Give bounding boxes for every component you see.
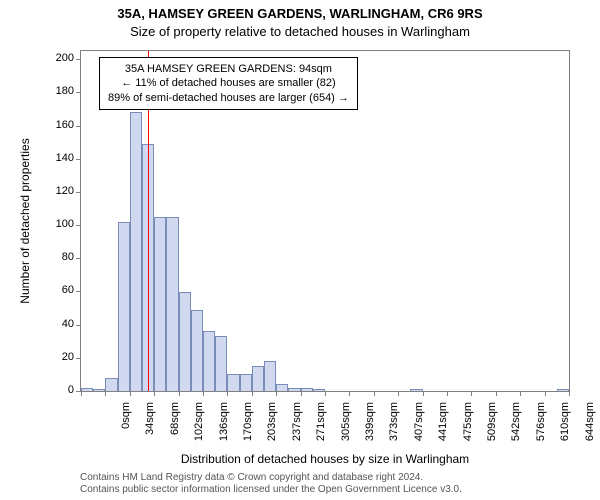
- histogram-bar: [288, 388, 300, 391]
- xtick-line: [545, 391, 546, 396]
- ytick-line: [76, 59, 81, 60]
- xtick-label: 102sqm: [193, 402, 205, 452]
- histogram-bar: [130, 112, 142, 391]
- ytick-label: 0: [68, 384, 74, 396]
- histogram-bar: [252, 366, 264, 391]
- histogram-bar: [105, 378, 117, 391]
- ytick-label: 80: [62, 251, 74, 263]
- ytick-label: 200: [56, 52, 74, 64]
- xtick-line: [301, 391, 302, 396]
- xtick-line: [325, 391, 326, 396]
- xtick-label: 407sqm: [413, 402, 425, 452]
- xtick-label: 68sqm: [169, 402, 181, 452]
- histogram-bar: [557, 389, 569, 391]
- xtick-line: [398, 391, 399, 396]
- xtick-line: [203, 391, 204, 396]
- figure: 35A, HAMSEY GREEN GARDENS, WARLINGHAM, C…: [0, 0, 600, 500]
- ytick-label: 20: [62, 351, 74, 363]
- info-box: 35A HAMSEY GREEN GARDENS: 94sqm← 11% of …: [99, 57, 358, 110]
- plot-area: 35A HAMSEY GREEN GARDENS: 94sqm← 11% of …: [80, 50, 570, 392]
- histogram-bar: [179, 292, 191, 392]
- footer-line2: Contains public sector information licen…: [80, 484, 462, 496]
- x-axis-label: Distribution of detached houses by size …: [80, 452, 570, 466]
- xtick-line: [496, 391, 497, 396]
- ytick-label: 180: [56, 85, 74, 97]
- xtick-line: [471, 391, 472, 396]
- histogram-bar: [410, 389, 422, 391]
- ytick-line: [76, 225, 81, 226]
- xtick-line: [520, 391, 521, 396]
- ytick-line: [76, 358, 81, 359]
- xtick-label: 644sqm: [584, 402, 596, 452]
- ytick-line: [76, 192, 81, 193]
- ytick-line: [76, 325, 81, 326]
- ytick-label: 40: [62, 318, 74, 330]
- xtick-line: [154, 391, 155, 396]
- y-axis-label: Number of detached properties: [18, 50, 38, 392]
- ytick-line: [76, 291, 81, 292]
- xtick-label: 0sqm: [120, 402, 132, 452]
- xtick-label: 271sqm: [315, 402, 327, 452]
- xtick-label: 305sqm: [340, 402, 352, 452]
- xtick-label: 34sqm: [144, 402, 156, 452]
- xtick-line: [423, 391, 424, 396]
- histogram-bar: [118, 222, 130, 391]
- xtick-line: [130, 391, 131, 396]
- ytick-label: 60: [62, 284, 74, 296]
- histogram-bar: [301, 388, 313, 391]
- histogram-bar: [93, 389, 105, 391]
- xtick-label: 509sqm: [486, 402, 498, 452]
- xtick-line: [447, 391, 448, 396]
- histogram-bar: [240, 374, 252, 391]
- xtick-label: 136sqm: [218, 402, 230, 452]
- xtick-line: [374, 391, 375, 396]
- xtick-line: [569, 391, 570, 396]
- xtick-line: [276, 391, 277, 396]
- xtick-label: 475sqm: [462, 402, 474, 452]
- ytick-line: [76, 159, 81, 160]
- histogram-bar: [166, 217, 178, 391]
- histogram-bar: [81, 388, 93, 391]
- histogram-bar: [313, 389, 325, 391]
- histogram-bar: [203, 331, 215, 391]
- ytick-line: [76, 92, 81, 93]
- xtick-line: [227, 391, 228, 396]
- title-main: 35A, HAMSEY GREEN GARDENS, WARLINGHAM, C…: [0, 6, 600, 21]
- xtick-line: [349, 391, 350, 396]
- xtick-label: 542sqm: [510, 402, 522, 452]
- ytick-label: 100: [56, 218, 74, 230]
- footer-line1: Contains HM Land Registry data © Crown c…: [80, 472, 462, 484]
- xtick-label: 170sqm: [242, 402, 254, 452]
- histogram-bar: [191, 310, 203, 391]
- ytick-line: [76, 126, 81, 127]
- histogram-bar: [276, 384, 288, 391]
- info-line: ← 11% of detached houses are smaller (82…: [108, 76, 349, 90]
- histogram-bar: [215, 336, 227, 391]
- xtick-label: 203sqm: [266, 402, 278, 452]
- info-line: 89% of semi-detached houses are larger (…: [108, 91, 349, 105]
- xtick-label: 373sqm: [388, 402, 400, 452]
- xtick-label: 610sqm: [559, 402, 571, 452]
- histogram-bar: [264, 361, 276, 391]
- ytick-label: 120: [56, 185, 74, 197]
- ytick-line: [76, 258, 81, 259]
- xtick-label: 441sqm: [437, 402, 449, 452]
- footer: Contains HM Land Registry data © Crown c…: [80, 472, 462, 496]
- ytick-label: 160: [56, 119, 74, 131]
- xtick-line: [252, 391, 253, 396]
- xtick-line: [81, 391, 82, 396]
- info-line: 35A HAMSEY GREEN GARDENS: 94sqm: [108, 62, 349, 76]
- xtick-label: 339sqm: [364, 402, 376, 452]
- xtick-label: 237sqm: [291, 402, 303, 452]
- ytick-label: 140: [56, 152, 74, 164]
- xtick-line: [179, 391, 180, 396]
- xtick-label: 576sqm: [535, 402, 547, 452]
- histogram-bar: [227, 374, 239, 391]
- histogram-bar: [154, 217, 166, 391]
- title-sub: Size of property relative to detached ho…: [0, 24, 600, 39]
- xtick-line: [105, 391, 106, 396]
